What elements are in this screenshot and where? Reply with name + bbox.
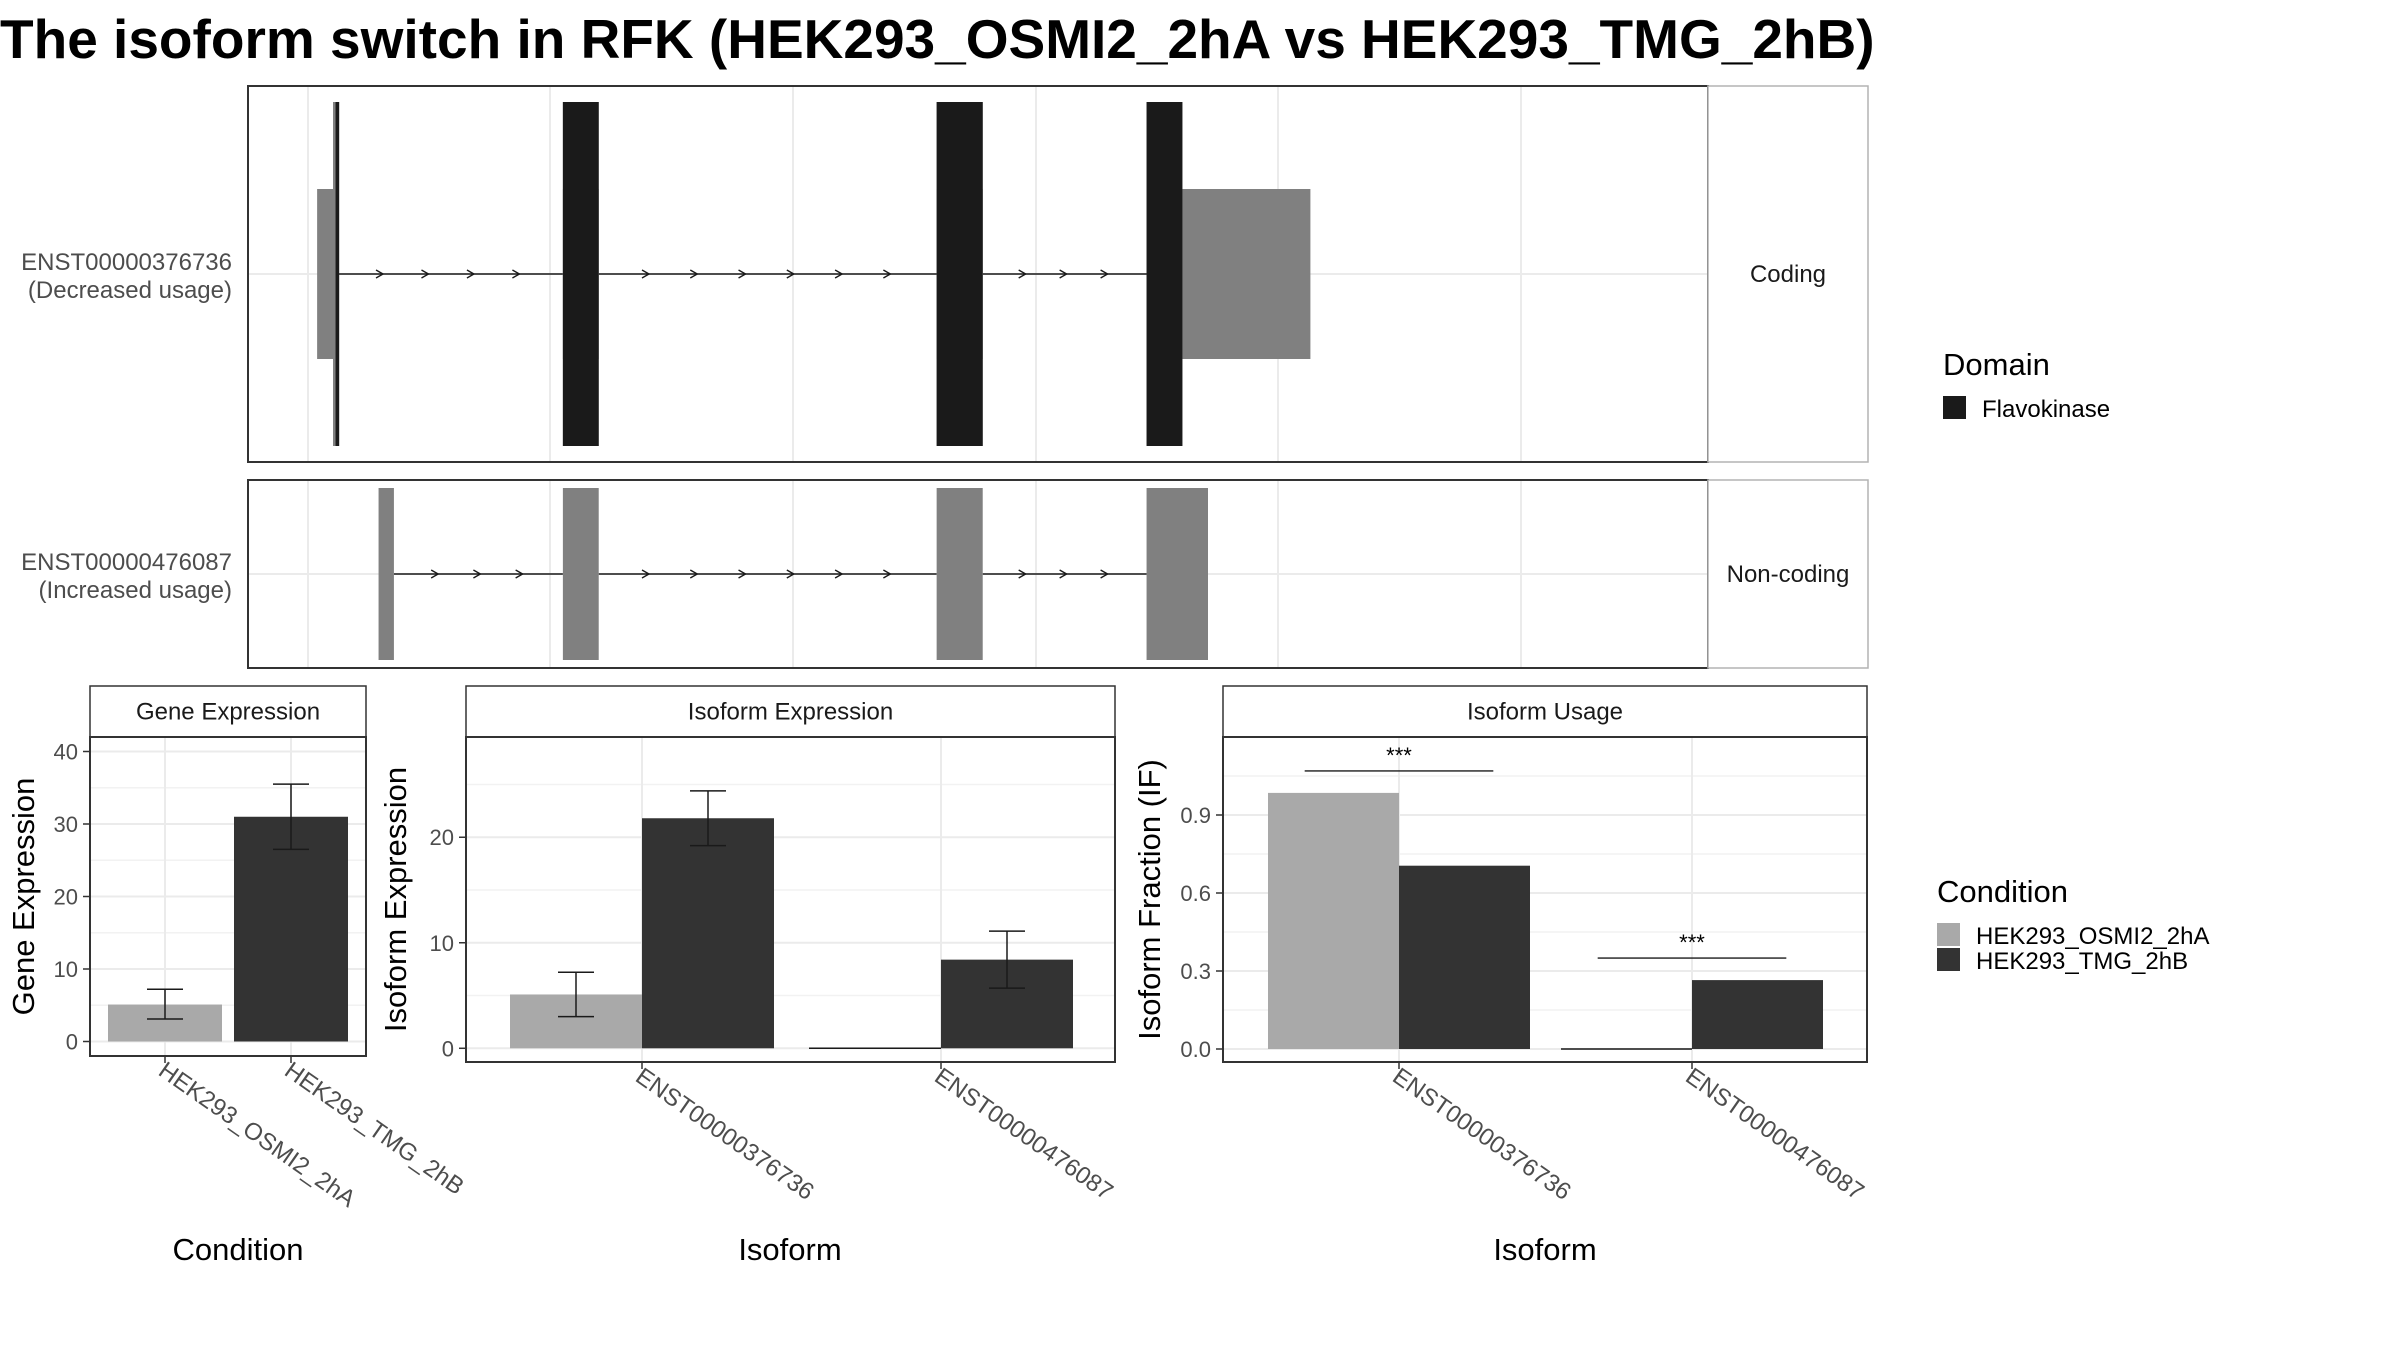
y-axis-title: Isoform Expression [378,767,413,1032]
y-tick-label-3: 30 [54,812,78,837]
y-tick-label-0: 0.0 [1180,1037,1211,1062]
intron-arrow [834,569,844,579]
intron-arrow [1018,569,1028,579]
panel-title: Gene Expression [136,699,320,726]
intron-arrow [883,569,892,579]
intron-arrow [786,569,796,579]
exon-1 [562,488,599,660]
intron-arrow [430,569,440,579]
domain-legend-swatch-0 [1943,396,1966,419]
condition-legend-swatch-0 [1937,923,1960,946]
domain-flavokinase-segment-2 [936,102,983,446]
strip-label: Coding [1750,261,1826,288]
exon-0 [317,189,336,359]
intron-arrow [375,269,385,279]
significance-label-1: *** [1679,930,1705,955]
intron-arrow [738,269,747,279]
figure-title: The isoform switch in RFK (HEK293_OSMI2_… [0,8,1875,70]
isoform-usage-label: (Increased usage) [39,577,232,604]
condition-legend-title: Condition [1937,874,2068,909]
y-tick-label-2: 20 [54,885,78,910]
bar-chart-panels: Gene Expression010203040HEK293_OSMI2_2hA… [6,685,1869,1267]
domain-legend-label-0: Flavokinase [1982,396,2110,423]
y-tick-label-3: 0.9 [1180,803,1211,828]
legends: Domain Flavokinase Condition HEK293_OSMI2_2… [1937,347,2209,975]
intron-arrow [689,269,699,279]
intron-arrow [834,269,844,279]
condition-legend-swatch-1 [1937,948,1960,971]
x-tick-label-0: ENST00000376736 [631,1063,819,1206]
exon-0 [378,488,394,660]
condition-legend-label-0: HEK293_OSMI2_2hA [1976,923,2209,950]
intron-arrow [689,569,699,579]
exon-3 [1146,488,1208,660]
y-tick-label-0: 0 [66,1030,78,1055]
intron-arrow [738,569,747,579]
y-tick-label-1: 0.3 [1180,959,1211,984]
x-tick-label-1: ENST00000476087 [930,1063,1118,1206]
plot-frame [1222,736,1868,1063]
intron-arrow [641,269,651,279]
intron-arrow [786,269,796,279]
intron-arrow [515,569,525,579]
y-tick-label-1: 10 [54,957,78,982]
bar-panel-1: Isoform Expression 0 10 20 ENST00000376736 EN… [378,685,1118,1267]
intron-arrow [1100,269,1110,279]
intron-arrow [883,269,892,279]
x-axis-title: Condition [173,1232,304,1267]
strip-box [1707,479,1869,669]
isoform-usage-label: (Decreased usage) [28,277,232,304]
y-axis-title: Gene Expression [6,778,41,1016]
intron-arrow [641,569,651,579]
panel-title: Isoform Expression [688,699,893,726]
x-axis-title: Isoform [1493,1232,1596,1267]
y-tick-label-2: 0.6 [1180,881,1211,906]
bar-panel-2: Isoform Usage *** *** 0.0 0.3 0.6 0.9 ENST00000… [1132,685,1869,1267]
bar-HEK293_TMG_2hB-ENST00000376736 [642,818,774,1049]
intron-arrow [466,269,476,279]
x-axis-title: Isoform [738,1232,841,1267]
intron-arrow [512,269,521,279]
y-tick-label-1: 10 [430,931,454,956]
isoform-structure-panels: Coding ENST00000376736(Decreased usage) No… [21,85,1869,669]
y-tick-label-2: 20 [430,825,454,850]
plot-frame [465,736,1116,1063]
x-tick-label-1: ENST00000476087 [1681,1063,1869,1206]
domain-flavokinase-segment-1 [562,102,599,446]
domain-flavokinase-segment-0 [335,102,340,446]
bar-HEK293_TMG_2hB [234,816,348,1042]
isoform-panel-ENST00000476087: Non-coding ENST00000476087(Increased usag… [21,479,1869,669]
intron-arrow [1100,569,1110,579]
panel-strip [465,685,1116,738]
isoform-id-label: ENST00000376736 [21,249,232,276]
intron-arrow [1018,269,1028,279]
y-tick-label-0: 0 [442,1036,454,1061]
panel-strip [1222,685,1868,738]
panel-title: Isoform Usage [1467,699,1623,726]
panel-strip [89,685,367,738]
domain-legend: Domain Flavokinase [1943,347,2110,423]
isoform-id-label: ENST00000476087 [21,549,232,576]
domain-legend-title: Domain [1943,347,2050,382]
significance-label-0: *** [1386,743,1412,768]
y-tick-label-4: 40 [54,740,78,765]
domain-flavokinase-segment-3 [1146,102,1183,446]
isoform-panel-ENST00000376736: Coding ENST00000376736(Decreased usage) [21,85,1869,463]
bar-HEK293_TMG_2hB-ENST00000476087 [1692,980,1823,1049]
intron-arrow [1059,269,1069,279]
x-tick-label-0: ENST00000376736 [1388,1063,1576,1206]
exon-2 [936,488,983,660]
bar-HEK293_TMG_2hB-ENST00000376736 [1399,865,1530,1049]
intron-arrow [473,569,482,579]
condition-legend-label-1: HEK293_TMG_2hB [1976,948,2188,975]
intron-arrow [421,269,430,279]
strip-label: Non-coding [1727,561,1850,588]
bar-HEK293_OSMI2_2hA-ENST00000376736 [1268,792,1399,1049]
y-axis-title: Isoform Fraction (IF) [1132,759,1167,1040]
strip-box [1707,85,1869,463]
intron-arrow [1059,569,1069,579]
